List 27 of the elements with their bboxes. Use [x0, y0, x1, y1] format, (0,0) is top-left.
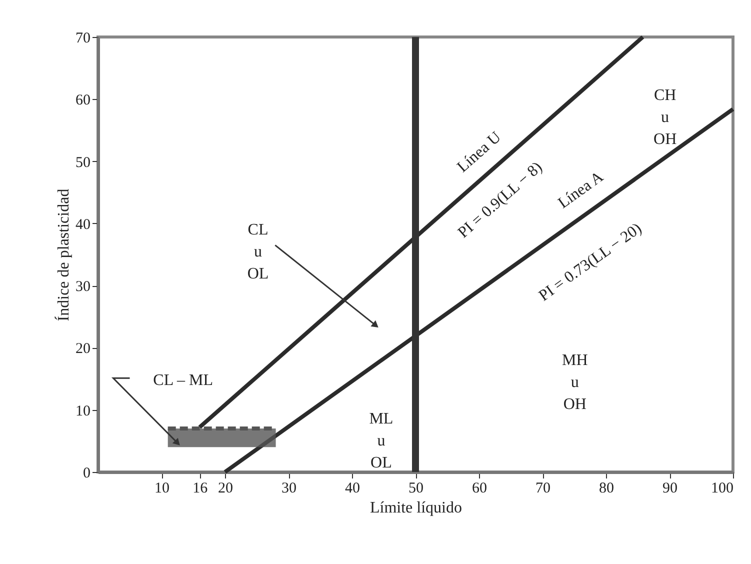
- y-tick-label: 20: [76, 341, 90, 358]
- y-tick-label: 50: [76, 154, 90, 171]
- y-axis-title: Índice de plasticidad: [54, 188, 72, 322]
- x-tick-label: 16: [192, 480, 208, 496]
- x-tick-label: 40: [345, 480, 360, 496]
- x-tick-label: 100: [711, 480, 734, 496]
- annotation: MH u OH: [562, 352, 588, 414]
- x-tick-label: 70: [536, 480, 550, 496]
- y-tick-label: 0: [83, 466, 90, 482]
- x-tick-label: 60: [472, 480, 487, 496]
- annotation: CL – ML: [153, 372, 214, 390]
- annotation: CH u OH: [654, 86, 678, 148]
- annotation: Línea A: [555, 168, 607, 212]
- x-tick-label: 50: [408, 480, 424, 496]
- y-tick-label: 10: [76, 403, 90, 420]
- y-tick-label: 30: [76, 279, 90, 296]
- annotation: ML u OL: [369, 410, 394, 472]
- x-tick-label: 80: [599, 480, 614, 496]
- x-tick-label: 10: [154, 480, 170, 496]
- annotation: CL u OL: [247, 222, 269, 283]
- y-tick-label: 60: [76, 92, 90, 109]
- x-tick-label: 30: [282, 480, 296, 496]
- x-tick-label: 20: [218, 480, 233, 496]
- x-axis-title: Límite líquido: [370, 500, 462, 516]
- y-tick-label: 40: [76, 216, 90, 233]
- y-tick-label: 70: [76, 30, 90, 46]
- x-tick-label: 90: [662, 480, 678, 496]
